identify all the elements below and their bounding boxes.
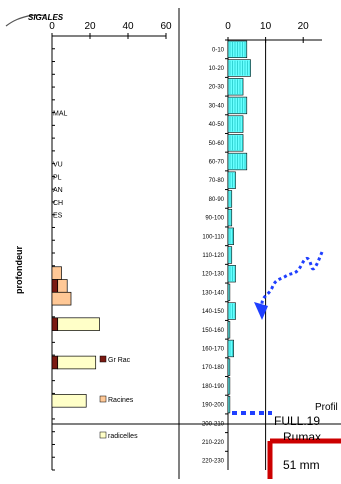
right-x-tick-label: 20: [298, 21, 310, 32]
depth-bar: [227, 321, 231, 339]
legend-swatch: [99, 431, 107, 439]
depth-label: 160-170: [202, 346, 225, 352]
legend-swatch: [99, 355, 107, 363]
rumax-value: 51 mm: [283, 458, 320, 472]
depth-label: 90-100: [205, 216, 224, 222]
depth-bar: [227, 358, 231, 376]
left-x-tick-label: 40: [122, 21, 134, 32]
depth-label: 130-140: [202, 290, 225, 296]
depth-bar: [227, 283, 231, 302]
depth-label: 50-60: [209, 141, 225, 147]
legend-label: radicelles: [108, 433, 138, 440]
logo-text: SIGALES: [28, 13, 64, 22]
depth-label: 190-200: [202, 403, 225, 409]
arrow-head-icon: [254, 302, 268, 320]
left-x-tick-label: 20: [84, 21, 96, 32]
left-bar-segment: [57, 279, 68, 293]
depth-label: 110-120: [202, 253, 224, 259]
depth-label: 40-50: [209, 122, 225, 128]
depth-label: 180-190: [202, 384, 225, 390]
depth-bar: [227, 377, 231, 395]
left-chart: 0 20 40 60 profondeur MAL VU PL AN CH ES Gr Rac Raci…: [14, 21, 172, 471]
depth-label: 0-10: [212, 47, 225, 53]
left-bar-segment: [57, 355, 97, 370]
legend-swatch: [99, 395, 107, 403]
horizon-mark-label: ES: [53, 213, 63, 220]
right-x-tick-label: 10: [260, 21, 272, 32]
left-x-tick-label: 60: [160, 21, 172, 32]
depth-bar: [227, 115, 244, 133]
depth-bar: [227, 59, 251, 77]
profile-id: FULL.19: [274, 414, 321, 428]
depth-label: 60-70: [209, 160, 225, 166]
left-bar-segment: [51, 291, 72, 306]
depth-label: 100-110: [202, 234, 224, 240]
left-bar-segment: [51, 279, 59, 293]
depth-label: 150-160: [202, 328, 225, 334]
depth-label: 10-20: [209, 66, 225, 72]
depth-label: 120-130: [202, 272, 225, 278]
depth-label: 200-210: [202, 421, 225, 427]
left-bar-segment: [51, 317, 59, 331]
horizon-mark-label: CH: [53, 200, 63, 207]
horizon-mark-label: MAL: [53, 111, 68, 118]
depth-bar: [227, 265, 236, 283]
depth-label: 140-150: [202, 309, 225, 315]
legend-label: Gr Rac: [108, 357, 131, 364]
left-bar-segment: [57, 317, 100, 331]
horizon-mark-label: PL: [53, 174, 62, 181]
depth-bar: [227, 78, 244, 96]
horizon-mark-label: AN: [53, 187, 63, 194]
rumax-label: Rumax: [283, 430, 322, 440]
depth-label: 30-40: [209, 103, 225, 109]
left-bar-segment: [51, 355, 59, 370]
left-x-tick-label: 0: [49, 21, 55, 32]
left-bar-segment: [51, 266, 62, 280]
left-y-axis-label: profondeur: [14, 246, 24, 294]
depth-bar: [227, 171, 236, 189]
sigales-logo: SIGALES: [5, 13, 64, 27]
right-x-tick-label: 0: [225, 21, 231, 32]
dotted-arrow-annotation: [254, 251, 324, 320]
profil-label: Profil: [315, 402, 338, 413]
depth-label: 170-180: [202, 365, 225, 371]
right-chart: 0 10 20 0-10 10-20 20-30 30-40 40-50 50-60 60-70 7…: [52, 8, 341, 479]
left-bar-segment: [51, 394, 87, 408]
depth-label: 220-230: [202, 459, 225, 465]
depth-bar: [227, 302, 236, 320]
depth-bar: [227, 134, 244, 152]
depth-bar: [227, 395, 231, 414]
red-frame: [267, 438, 341, 479]
depth-label: 70-80: [209, 178, 225, 184]
depth-bar: [227, 339, 234, 358]
depth-bar: [227, 227, 234, 245]
legend-label: Racines: [108, 397, 134, 404]
horizon-mark-label: VU: [53, 162, 63, 169]
depth-label: 20-30: [209, 85, 225, 91]
depth-label: 210-220: [202, 440, 225, 446]
depth-label: 80-90: [209, 197, 225, 203]
